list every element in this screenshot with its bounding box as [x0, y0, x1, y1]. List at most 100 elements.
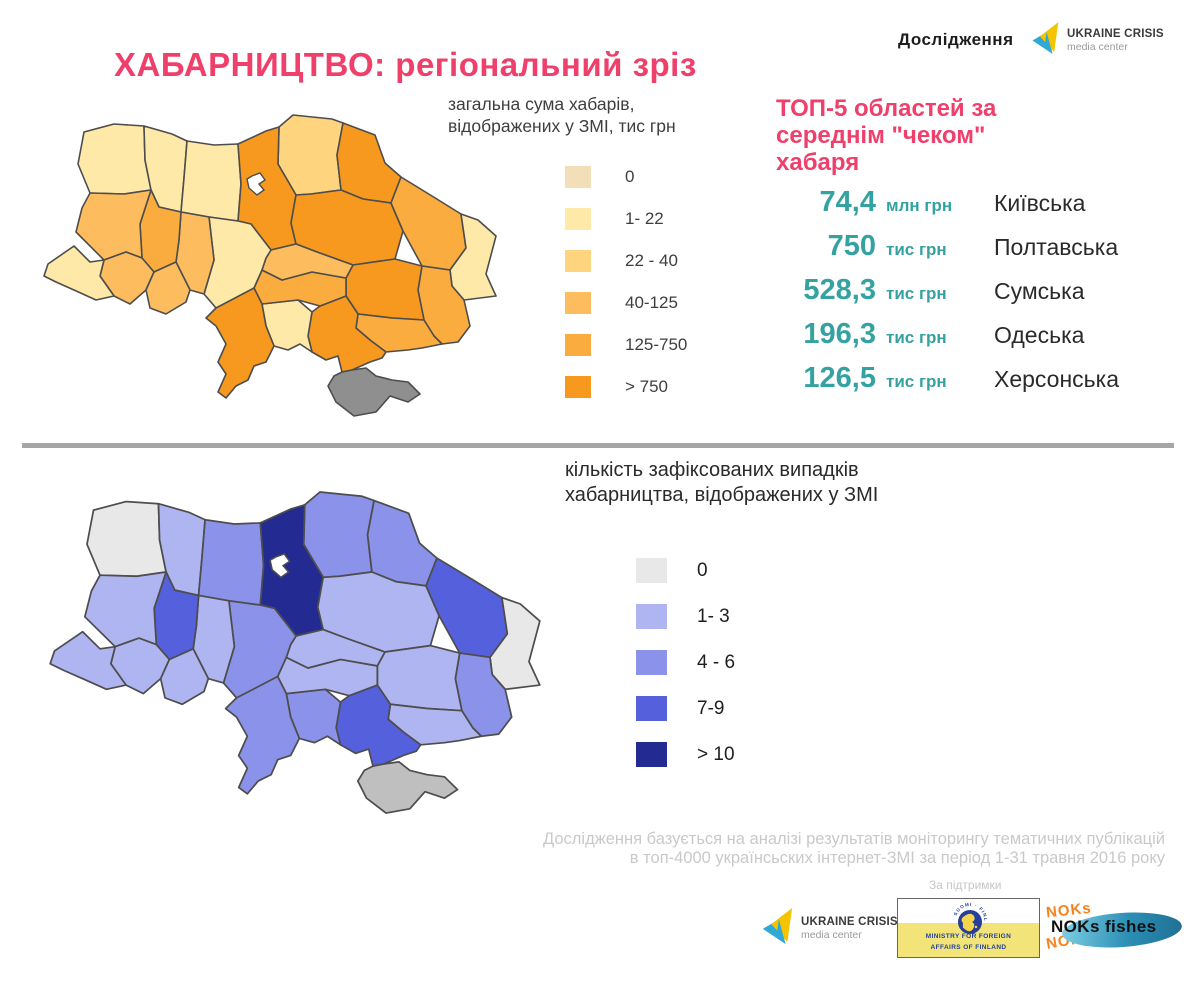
legend-label: 125-750	[625, 335, 688, 354]
methodology-note: Дослідження базується на аналізі результ…	[542, 830, 1165, 867]
support-label: За підтримки	[929, 878, 1002, 892]
top5-region: Одеська	[994, 321, 1085, 348]
region-kharkiv	[425, 557, 509, 659]
legend-title-cases: кількість зафіксованих випадків хабарниц…	[565, 459, 879, 506]
map-total-bribes	[43, 114, 497, 417]
region-zakarpattia	[49, 630, 127, 691]
top5-unit: тис грн	[886, 327, 947, 347]
legend-swatch	[636, 604, 667, 629]
page-title: ХАБАРНИЦТВО: регіональний зріз	[114, 46, 697, 84]
legend-label: 4 - 6	[697, 651, 736, 673]
top5-unit: млн грн	[886, 195, 953, 215]
legend-swatch	[565, 292, 591, 314]
finland-line1: MINISTRY FOR FOREIGN	[925, 933, 1012, 941]
legend-label: 7-9	[697, 697, 725, 719]
region-chernivtsi	[159, 647, 210, 706]
legend-item: 40-125	[565, 292, 687, 314]
region-crimea	[327, 367, 421, 417]
legend-item: > 10	[636, 742, 735, 767]
top5-title: ТОП-5 областей за середнім "чеком" хабар…	[776, 95, 997, 176]
map-bribery-cases	[49, 491, 541, 814]
finland-line2: AFFAIRS OF FINLAND	[930, 943, 1007, 951]
region-zakarpattia	[43, 245, 115, 301]
top5-list: 74,4 млн грн Київська 750 тис грн Полтавська 5…	[776, 185, 1186, 394]
top5-unit: тис грн	[886, 239, 947, 259]
top5-block: ТОП-5 областей за середнім "чеком" хабар…	[776, 95, 1186, 406]
legend-label: 40-125	[625, 293, 678, 312]
region-odesa	[224, 675, 301, 795]
legend-label: 22 - 40	[625, 251, 678, 270]
region-lviv	[75, 189, 152, 261]
finland-emblem-icon: SUOMI · FINLAND	[948, 896, 990, 945]
region-sumy	[366, 499, 438, 587]
region-lviv	[83, 571, 167, 648]
region-luhansk	[489, 596, 541, 691]
noks-label: NOKs fishes	[1051, 917, 1157, 936]
top5-unit: тис грн	[886, 283, 947, 303]
ucmc-name: UKRAINE CRISIS	[801, 915, 898, 928]
ucmc-logo-top: UKRAINE CRISIS media center	[1030, 20, 1164, 61]
top5-row: 126,5 тис грн Херсонська	[776, 362, 1186, 394]
legend-item: 0	[636, 558, 735, 583]
region-dnipro	[345, 258, 425, 321]
legend-item: 1- 22	[565, 208, 687, 230]
legend-cases: 0 1- 3 4 - 6 7-9 > 10	[636, 558, 735, 788]
ucmc-subtitle: media center	[801, 929, 862, 942]
top5-row: 528,3 тис грн Сумська	[776, 273, 1186, 306]
region-sumy	[336, 122, 402, 204]
region-luhansk	[449, 213, 497, 301]
top5-value: 74,4	[819, 185, 876, 218]
legend-swatch	[565, 208, 591, 230]
ucmc-logo-bottom: UKRAINE CRISIS media center	[760, 905, 898, 952]
legend-item: 4 - 6	[636, 650, 735, 675]
finland-ministry-text: MINISTRY FOR FOREIGN AFFAIRS OF FINLAND	[898, 932, 1039, 953]
legend-item: 7-9	[636, 696, 735, 721]
region-volyn	[77, 123, 152, 195]
ucmc-triangle-icon	[1030, 20, 1060, 61]
legend-total: 0 1- 22 22 - 40 40-125 125-750 > 750	[565, 166, 687, 418]
region-kyiv-city	[269, 552, 291, 579]
legend-swatch	[636, 650, 667, 675]
legend-item: 22 - 40	[565, 250, 687, 272]
region-kherson	[307, 295, 387, 373]
region-kyiv-city	[246, 172, 266, 196]
noks-fishes-logo: NOKs NOKs NOKs fishes	[1045, 900, 1186, 958]
legend-swatch	[565, 250, 591, 272]
top5-region: Херсонська	[994, 365, 1120, 392]
region-chernivtsi	[145, 261, 191, 315]
top5-region: Полтавська	[994, 233, 1119, 260]
region-kharkiv	[390, 176, 467, 271]
legend-label: 0	[697, 559, 708, 581]
legend-item: 0	[565, 166, 687, 188]
finland-ministry-logo: SUOMI · FINLAND MINISTRY FOR FOREIGN AFF…	[897, 896, 1040, 958]
research-label: Дослідження	[898, 30, 1014, 49]
legend-swatch	[636, 742, 667, 767]
legend-swatch	[636, 558, 667, 583]
top5-unit: тис грн	[886, 371, 947, 391]
ucmc-subtitle: media center	[1067, 41, 1128, 54]
legend-swatch	[565, 166, 591, 188]
region-zhytomyr	[197, 518, 265, 606]
region-odesa	[205, 287, 275, 399]
ucmc-name: UKRAINE CRISIS	[1067, 27, 1164, 40]
section-divider	[22, 443, 1174, 448]
legend-label: > 750	[625, 377, 669, 396]
legend-item: 125-750	[565, 334, 687, 356]
top5-row: 750 тис грн Полтавська	[776, 229, 1186, 262]
legend-label: 0	[625, 167, 635, 186]
region-volyn	[86, 500, 167, 578]
region-kherson	[335, 684, 422, 767]
region-crimea	[356, 761, 459, 814]
region-zhytomyr	[180, 140, 242, 222]
region-dnipro	[376, 644, 463, 712]
top5-value: 528,3	[803, 273, 876, 306]
top5-region: Київська	[994, 189, 1086, 216]
legend-item: 1- 3	[636, 604, 735, 629]
legend-swatch	[636, 696, 667, 721]
top5-region: Сумська	[994, 277, 1085, 304]
legend-title-total: загальна сума хабарів, відображених у ЗМ…	[448, 94, 676, 136]
top5-value: 750	[827, 229, 876, 262]
legend-swatch	[565, 376, 591, 398]
legend-label: 1- 3	[697, 605, 730, 627]
